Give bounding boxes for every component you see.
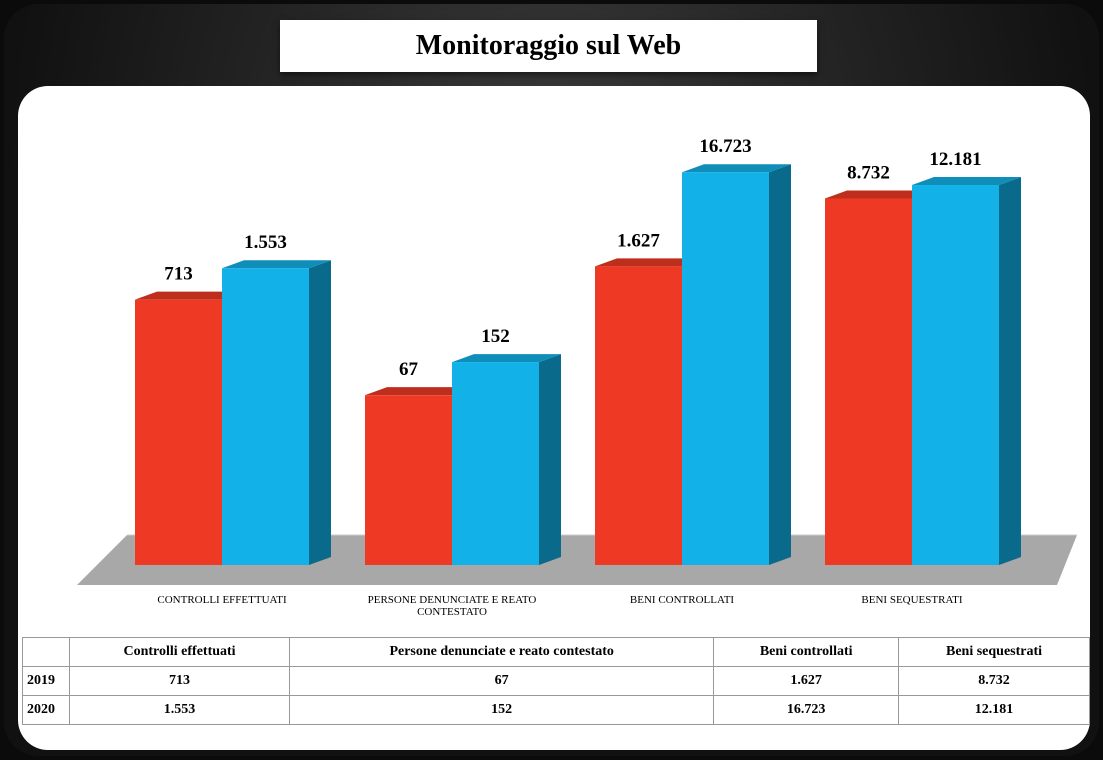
bar-top [222,260,331,269]
table-header-row: Controlli effettuati Persone denunciate e… [22,637,1090,667]
table-cell: 67 [289,666,715,696]
table-header: Controlli effettuati [68,637,291,667]
x-tick-label: PERSONE DENUNCIATE E REATO CONTESTATO [367,594,537,618]
x-tick-label: BENI SEQUESTRATI [861,594,963,606]
x-tick-label: CONTROLLI EFFETTUATI [157,594,287,606]
bar [682,172,769,565]
bar-side [539,354,561,565]
table-cell: 16.723 [713,695,900,725]
table-row-label: 2020 [22,695,70,725]
value-label: 16.723 [699,136,751,157]
bar-top [452,354,561,363]
bar-top [595,258,704,267]
bar-side [999,177,1021,565]
table-header: Beni controllati [713,637,900,667]
bar-side [769,164,791,565]
bar-top [135,291,244,300]
table-cell: 152 [289,695,715,725]
bar [825,198,912,565]
table-cell: 713 [68,666,291,696]
bar-top [365,387,474,396]
value-label: 12.181 [929,149,981,170]
value-label: 713 [164,264,193,285]
data-table: Controlli effettuati Persone denunciate e… [22,637,1090,725]
chart-title: Monitoraggio sul Web [280,20,817,72]
table-header: Persone denunciate e reato contestato [289,637,715,667]
table-row-label: 2019 [22,666,70,696]
table-row: 2020 1.553 152 16.723 12.181 [22,695,1090,725]
value-label: 152 [481,326,510,347]
bar-top [682,164,791,173]
table-cell: 12.181 [898,695,1090,725]
bar [365,395,452,565]
table-header: Beni sequestrati [898,637,1090,667]
value-label: 8.732 [847,162,890,183]
bar [222,268,309,565]
table-cell: 1.627 [713,666,900,696]
bar-top [825,190,934,199]
table-cell: 8.732 [898,666,1090,696]
bar-top [912,177,1021,186]
value-label: 1.553 [244,232,287,253]
bar [135,299,222,565]
value-label: 67 [399,359,419,380]
table-row: 2019 713 67 1.627 8.732 [22,666,1090,696]
bar [452,362,539,565]
bar [595,266,682,565]
value-label: 1.627 [617,230,660,251]
bar-side [309,260,331,565]
bar [912,185,999,565]
table-corner [22,637,70,667]
table-cell: 1.553 [68,695,291,725]
x-tick-label: BENI CONTROLLATI [629,594,735,606]
